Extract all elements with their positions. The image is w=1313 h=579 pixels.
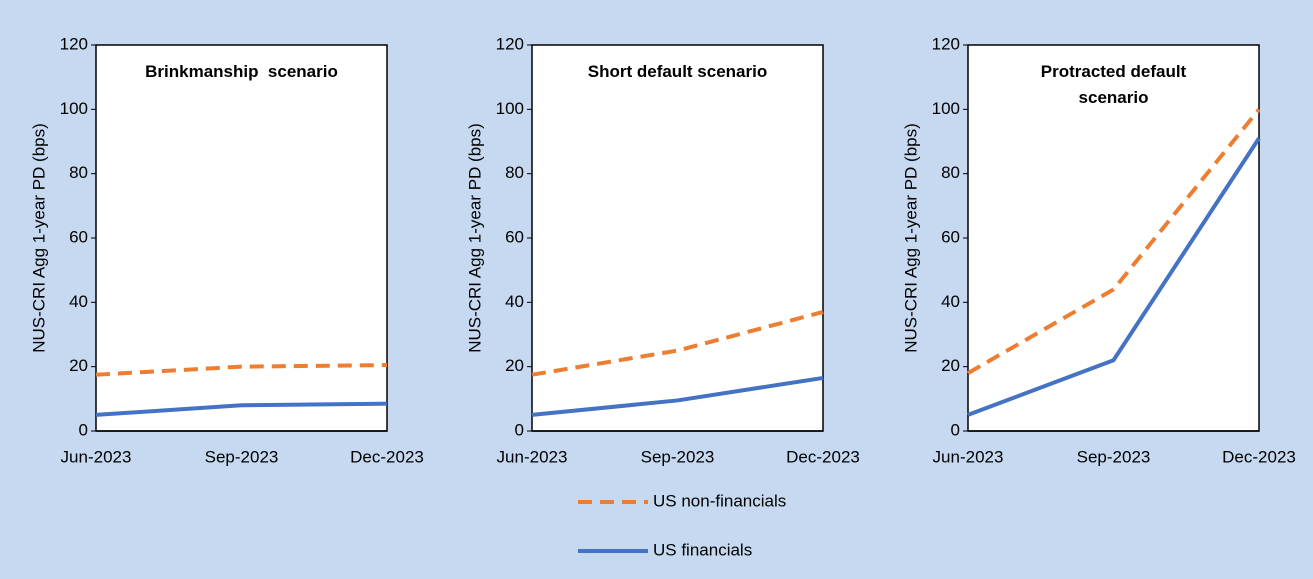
line-series [95, 363, 388, 377]
plot-area [531, 44, 824, 432]
line-series [967, 137, 1261, 417]
y-tick-label: 0 [79, 420, 88, 439]
y-tick-label: 20 [505, 356, 524, 375]
x-tick-label: Sep-2023 [641, 447, 715, 466]
line-series [531, 310, 824, 377]
y-tick-label: 100 [932, 99, 960, 118]
y-tick-label: 120 [932, 34, 960, 53]
y-tick-label: 100 [496, 99, 524, 118]
x-tick-label: Dec-2023 [786, 447, 860, 466]
plot-area [95, 44, 388, 432]
y-tick-label: 40 [505, 292, 524, 311]
y-tick-label: 0 [951, 420, 960, 439]
chart-title: Brinkmanship scenario [145, 62, 338, 81]
y-axis-label: NUS-CRI Agg 1-year PD (bps) [29, 123, 48, 353]
legend-label: US non-financials [653, 491, 786, 510]
line-series [95, 401, 388, 417]
y-axis-label: NUS-CRI Agg 1-year PD (bps) [465, 123, 484, 353]
x-tick-label: Sep-2023 [205, 447, 279, 466]
x-tick-label: Jun-2023 [497, 447, 568, 466]
plot-area [967, 44, 1260, 432]
legend-label: US financials [653, 540, 752, 559]
x-tick-label: Dec-2023 [350, 447, 424, 466]
line-series [531, 375, 824, 417]
y-tick-label: 80 [505, 163, 524, 182]
y-tick-label: 120 [496, 34, 524, 53]
y-tick-label: 80 [941, 163, 960, 182]
chart-title: Short default scenario [587, 62, 768, 81]
y-tick-label: 80 [69, 163, 88, 182]
y-axis-label: NUS-CRI Agg 1-year PD (bps) [901, 123, 920, 353]
y-tick-label: 120 [60, 34, 88, 53]
y-tick-label: 60 [941, 227, 960, 246]
y-tick-label: 40 [941, 292, 960, 311]
y-tick-label: 60 [505, 227, 524, 246]
x-tick-label: Sep-2023 [1077, 447, 1151, 466]
x-tick-label: Jun-2023 [61, 447, 132, 466]
chart-title: Protracted default scenario [1040, 62, 1191, 107]
y-tick-label: 20 [941, 356, 960, 375]
y-tick-label: 0 [515, 420, 524, 439]
y-tick-label: 100 [60, 99, 88, 118]
y-tick-label: 20 [69, 356, 88, 375]
line-series [967, 108, 1261, 375]
x-tick-label: Dec-2023 [1222, 447, 1296, 466]
y-tick-label: 60 [69, 227, 88, 246]
y-tick-label: 40 [69, 292, 88, 311]
x-tick-label: Jun-2023 [933, 447, 1004, 466]
